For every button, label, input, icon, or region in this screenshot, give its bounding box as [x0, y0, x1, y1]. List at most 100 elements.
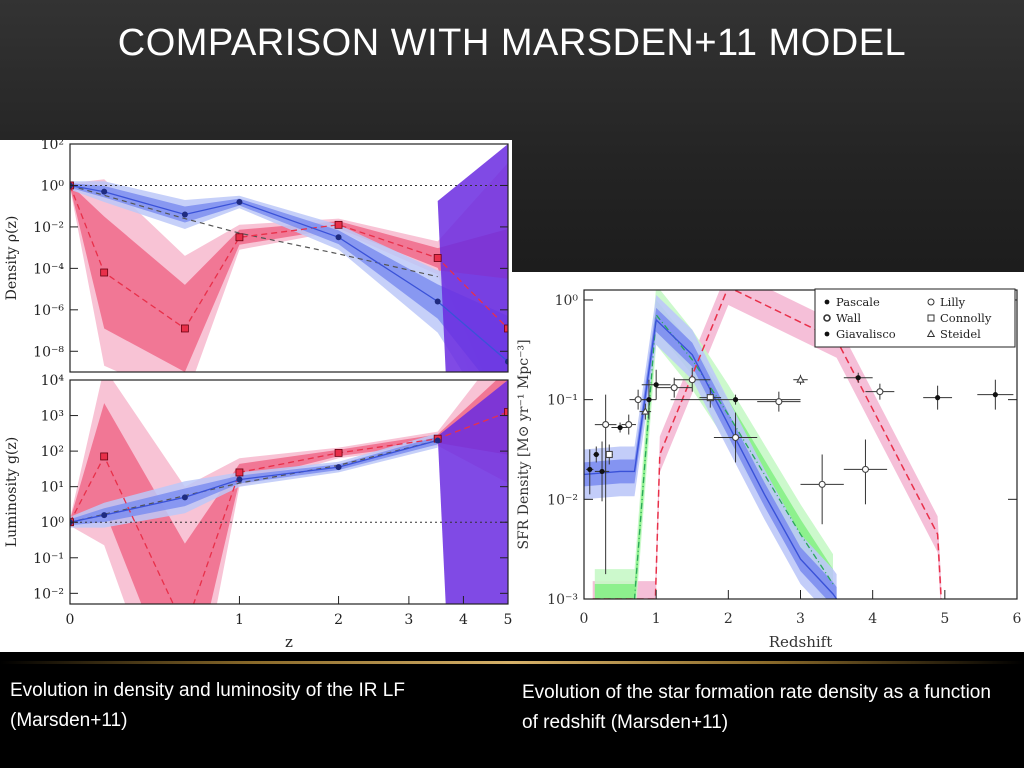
sfr-point-filled [599, 468, 605, 475]
sfr-ytick-label: 10⁻³ [547, 592, 578, 608]
x-tick-label: 3 [404, 612, 413, 628]
sfr-x-axis-label: Redshift [769, 633, 833, 651]
top-blue-circle-marker [335, 234, 342, 241]
sfr-point-square [706, 394, 714, 402]
sfr-legend: Pascale Lilly Wall Connolly Giavalisco Steide… [814, 288, 1016, 348]
bottom-red-square-marker [100, 452, 109, 461]
bottom-blue-circle-marker [181, 494, 188, 501]
bottom-overlap-region [437, 380, 508, 604]
bottom-ytick-label: 10² [41, 444, 64, 460]
legend-marker-filled [824, 299, 830, 305]
legend-label: Giavalisco [836, 327, 896, 341]
top-ytick-label: 10⁻² [33, 220, 64, 236]
top-ytick-label: 10² [41, 140, 64, 153]
legend-marker-triangle [926, 329, 936, 337]
sfr-xtick-label: 4 [868, 611, 877, 627]
sfr-point-open [775, 398, 783, 406]
top-ytick-label: 10⁻⁸ [33, 344, 64, 360]
sfr-ytick-label: 10⁰ [555, 293, 579, 309]
sfr-density-figure: 10⁰ 10⁻¹ 10⁻² 10⁻³ 0 1 2 3 4 5 6 Redshift SFR Densit… [512, 272, 1024, 652]
sfr-point-triangle [796, 375, 805, 383]
top-blue-circle-marker [181, 211, 188, 218]
slide-title: COMPARISON WITH MARSDEN+11 MODEL [117, 22, 907, 64]
bottom-ytick-label: 10³ [41, 409, 64, 425]
legend-label: Wall [836, 311, 861, 325]
legend-marker-square [927, 314, 935, 322]
sfr-point-open [670, 384, 678, 392]
sfr-point-filled [617, 424, 623, 431]
sfr-xtick-label: 0 [580, 611, 589, 627]
top-overlap-region [437, 144, 508, 372]
sfr-point-open [732, 433, 740, 442]
legend-label: Connolly [940, 311, 992, 325]
sfr-point-open [602, 421, 610, 429]
bottom-red-square-marker [504, 408, 508, 416]
legend-label: Pascale [836, 295, 880, 309]
sfr-point-filled [653, 382, 659, 388]
bottom-y-axis-label: Luminosity g(z) [4, 437, 20, 547]
bottom-frame [69, 379, 509, 605]
legend-marker-open [823, 314, 831, 322]
divider-line [0, 661, 1024, 664]
top-y-axis-label: Density ρ(z) [4, 216, 20, 301]
caption-sfr-density: Evolution of the star formation rate den… [522, 682, 991, 733]
top-ytick-label: 10⁻⁶ [33, 303, 64, 319]
bottom-ytick-label: 10⁰ [41, 515, 65, 531]
top-red-square-marker [235, 233, 244, 242]
sfr-blue-band-outer [584, 295, 837, 599]
sfr-green-dashdot-line [594, 313, 834, 599]
sfr-ytick-label: 10⁻¹ [547, 393, 578, 409]
bottom-blue-circle-marker [434, 437, 441, 444]
x-tick-label: 1 [235, 612, 244, 628]
sfr-density-chart: 10⁰ 10⁻¹ 10⁻² 10⁻³0 1 2 3 4 5 6 Redshift SFR Densit… [516, 288, 1022, 651]
sfr-point-square [605, 450, 613, 459]
legend-label: Lilly [940, 295, 966, 309]
top-blue-circle-marker [505, 358, 508, 365]
sfr-panel: 10⁰ 10⁻¹ 10⁻² 10⁻³0 1 2 3 4 5 6 Redshift SFR Densit… [516, 288, 1022, 651]
bottom-ytick-label: 10⁻¹ [33, 551, 64, 567]
top-frame [69, 143, 509, 373]
top-blue-circle-marker [236, 199, 243, 206]
density-luminosity-figure: 10² 10⁰ 10⁻² 10⁻⁴ 10⁻⁶ 10⁻⁸ Density ρ(z) 10⁴ 10³… [0, 137, 512, 652]
sfr-red-band [592, 290, 942, 599]
sfr-point-open [634, 396, 642, 404]
bottom-black-dashed-line [70, 439, 438, 523]
sfr-xtick-label: 6 [1013, 611, 1022, 627]
sfr-point-filled [732, 397, 739, 403]
bottom-blue-circle-marker [101, 512, 108, 519]
sfr-point-filled [935, 395, 941, 401]
top-plot-area [70, 144, 508, 372]
top-red-square-marker [180, 324, 189, 333]
legend-label: Steidel [940, 327, 981, 341]
x-tick-label: 2 [334, 612, 343, 628]
sfr-plot-area [584, 290, 1014, 599]
bottom-red-square-marker [235, 468, 244, 477]
bottom-red-square-marker [334, 448, 343, 457]
sfr-point-triangle [641, 406, 650, 415]
sfr-point-filled [593, 451, 599, 458]
sfr-point-open [625, 421, 633, 429]
top-blue-band-inner [70, 183, 508, 372]
sfr-point-filled [855, 375, 861, 381]
top-ytick-label: 10⁻⁴ [33, 261, 64, 277]
sfr-ytick-label: 10⁻² [547, 492, 578, 508]
legend-marker-filled [824, 331, 830, 337]
bottom-red-square-marker [181, 625, 188, 632]
top-red-square-marker [100, 268, 109, 277]
sfr-point-filled [587, 466, 593, 473]
bottom-blue-circle-marker [335, 464, 342, 471]
sfr-green-band-outer [594, 290, 833, 599]
sfr-xtick-label: 2 [724, 611, 733, 627]
top-blue-circle-marker [434, 298, 441, 305]
x-tick-label: 0 [66, 612, 75, 628]
bottom-blue-circle-marker [236, 476, 243, 483]
top-red-square-marker [334, 220, 343, 229]
bottom-ytick-label: 10⁴ [41, 373, 65, 389]
top-red-square-marker [504, 324, 508, 333]
sfr-red-dashed-line [592, 290, 942, 599]
sfr-point-open [818, 480, 826, 488]
bottom-ytick-label: 10⁻² [33, 586, 64, 602]
legend-marker-open [927, 298, 935, 306]
x-axis-label: z [285, 633, 293, 651]
sfr-y-axis-label: SFR Density [M⊙ yr⁻¹ Mpc⁻³] [516, 339, 532, 549]
